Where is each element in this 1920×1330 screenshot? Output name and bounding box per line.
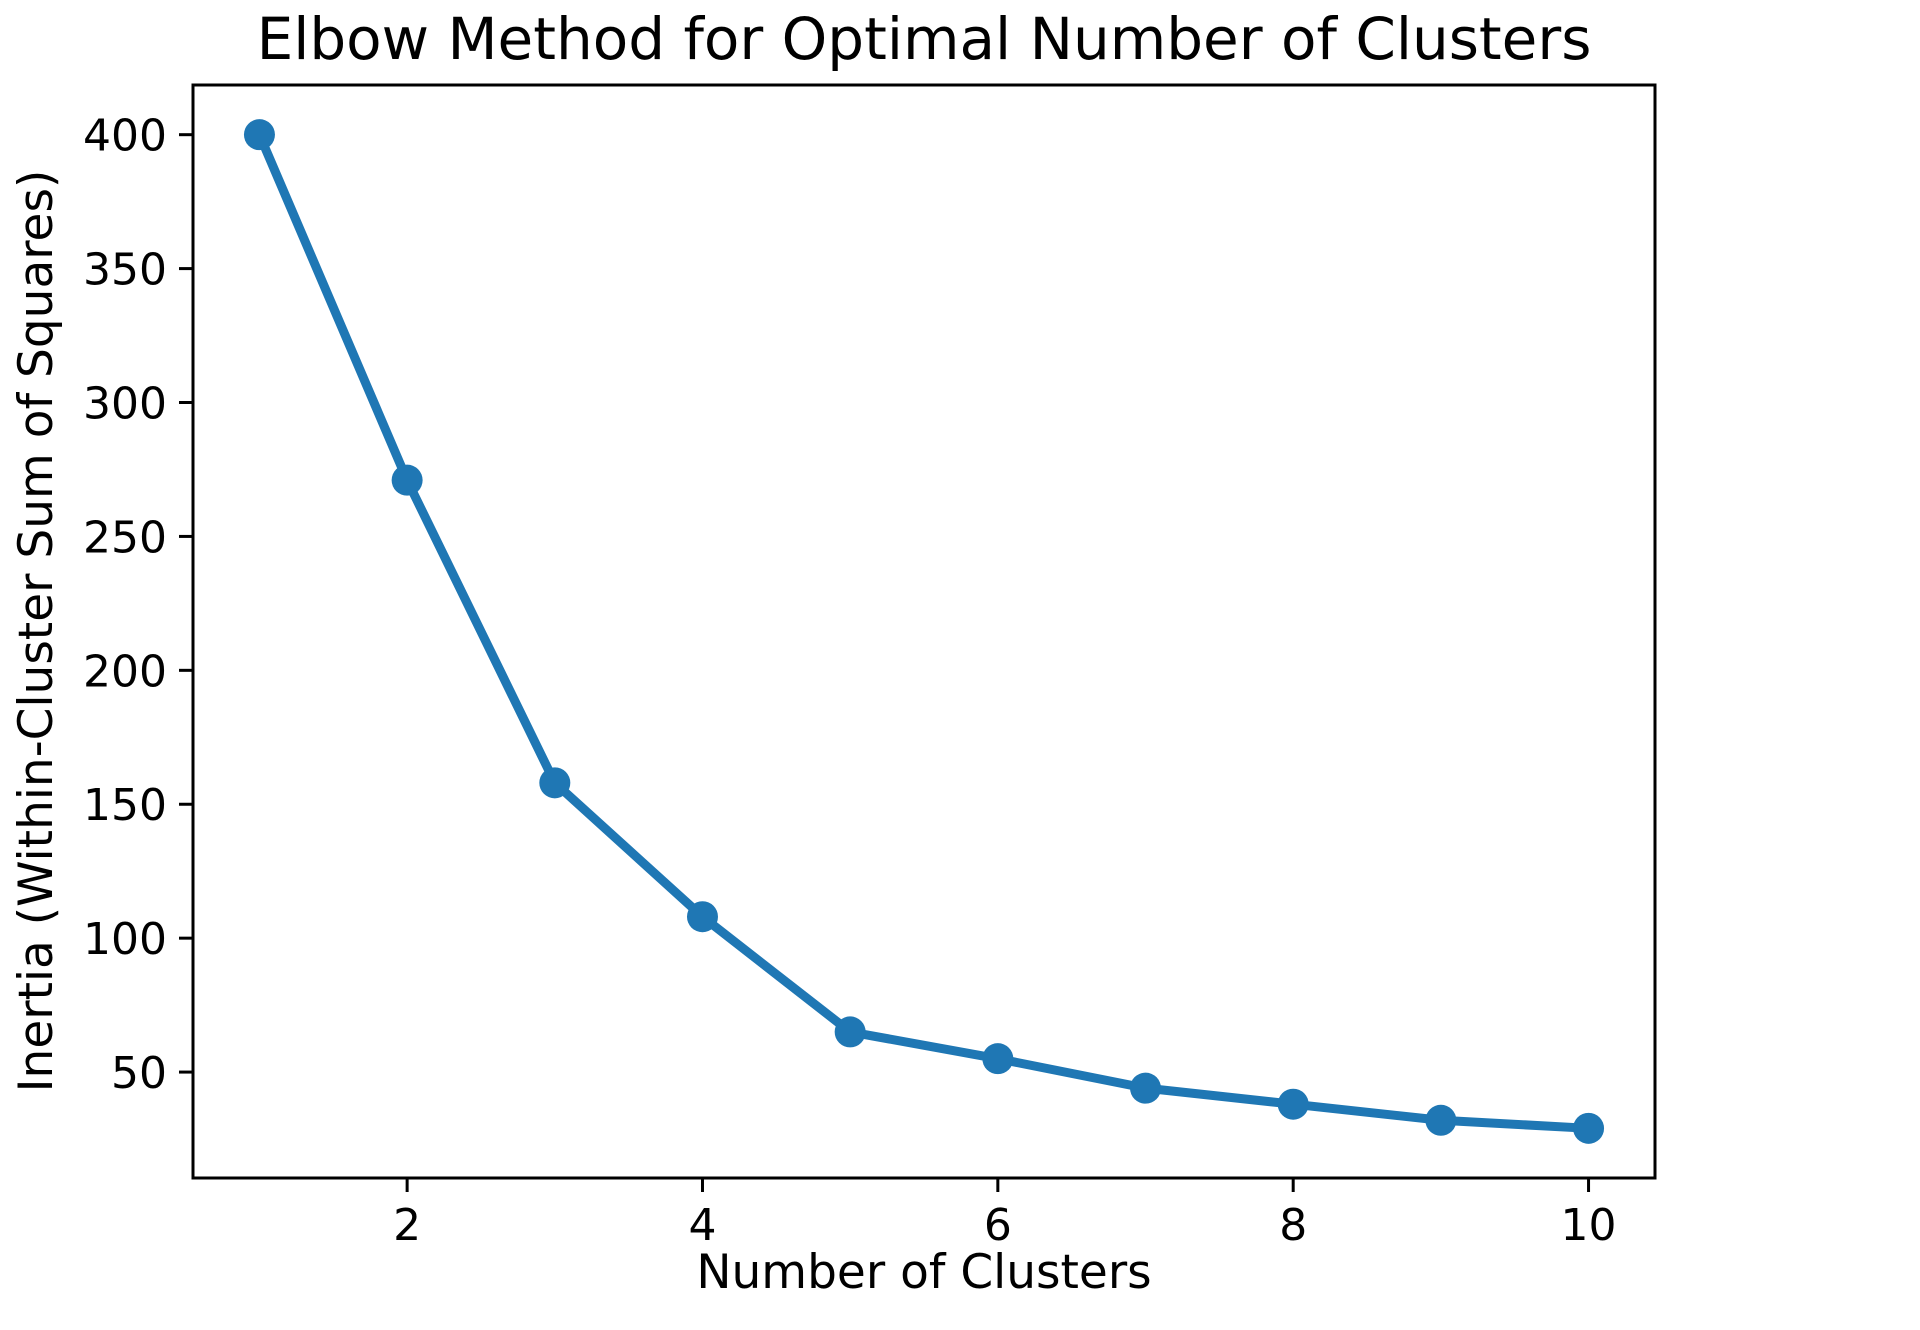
y-tick-label: 250 xyxy=(83,512,167,563)
x-tick-label: 10 xyxy=(1561,1200,1617,1251)
x-tick-label: 8 xyxy=(1279,1200,1307,1251)
y-tick-label: 300 xyxy=(83,379,167,430)
data-point xyxy=(1573,1112,1605,1144)
data-point xyxy=(686,901,718,933)
y-tick-label: 100 xyxy=(83,914,167,965)
data-point xyxy=(539,767,571,799)
data-point xyxy=(391,464,423,496)
x-tick-label: 2 xyxy=(393,1200,421,1251)
inertia-line xyxy=(254,130,1594,1133)
data-point xyxy=(243,119,275,151)
x-tick-label: 4 xyxy=(688,1200,716,1251)
data-point xyxy=(834,1016,866,1048)
data-point xyxy=(1425,1104,1457,1136)
y-tick-label: 200 xyxy=(83,646,167,697)
x-axis-label: Number of Clusters xyxy=(696,1245,1152,1300)
data-point xyxy=(1130,1072,1162,1104)
data-point xyxy=(982,1043,1014,1075)
y-tick-label: 350 xyxy=(83,245,167,296)
data-point xyxy=(1277,1088,1309,1120)
y-tick-label: 400 xyxy=(83,111,167,162)
x-tick-label: 6 xyxy=(984,1200,1012,1251)
chart-title: Elbow Method for Optimal Number of Clust… xyxy=(256,5,1592,73)
y-tick-label: 150 xyxy=(83,780,167,831)
y-tick-label: 50 xyxy=(111,1048,167,1099)
plot-frame xyxy=(191,83,1657,1180)
